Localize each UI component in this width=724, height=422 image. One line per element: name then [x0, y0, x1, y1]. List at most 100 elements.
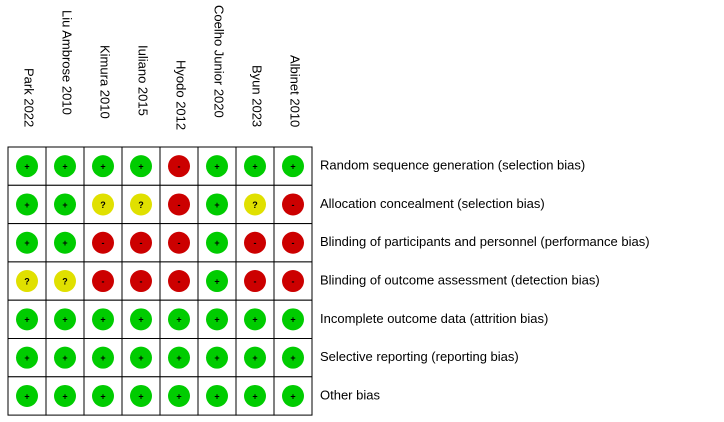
judgment-dot — [282, 231, 304, 254]
judgment-dot — [244, 193, 266, 216]
judgment-symbol: + — [176, 391, 181, 401]
judgment-symbol: ? — [252, 200, 258, 210]
judgment-dot — [282, 346, 304, 369]
judgment-dot — [282, 270, 304, 293]
judgment-dot — [168, 193, 190, 216]
judgment-symbol: + — [100, 391, 105, 401]
judgment-symbol: - — [178, 162, 181, 172]
judgment-dot — [16, 231, 38, 254]
judgment-dot — [92, 270, 114, 293]
study-label: Iuliano 2015 — [136, 45, 151, 116]
judgment-dot — [168, 155, 190, 178]
judgment-symbol: + — [100, 315, 105, 325]
judgment-symbol: + — [214, 315, 219, 325]
judgment-symbol: + — [62, 200, 67, 210]
judgment-dot — [92, 193, 114, 216]
judgment-symbol: + — [214, 238, 219, 248]
judgment-symbol: + — [62, 162, 67, 172]
judgment-symbol: + — [252, 353, 257, 363]
judgment-symbol: - — [254, 238, 257, 248]
judgment-dot — [244, 155, 266, 178]
judgment-dot — [206, 384, 228, 407]
judgment-dot — [282, 193, 304, 216]
cell — [7, 261, 47, 301]
study-label: Park 2022 — [22, 68, 37, 127]
judgment-dot — [92, 155, 114, 178]
judgment-dot — [168, 384, 190, 407]
judgment-symbol: - — [140, 276, 143, 286]
judgment-symbol: + — [290, 391, 295, 401]
study-label: Kimura 2010 — [98, 45, 113, 119]
judgment-symbol: + — [290, 315, 295, 325]
judgment-symbol: + — [138, 315, 143, 325]
judgment-symbol: + — [176, 353, 181, 363]
judgment-symbol: - — [178, 200, 181, 210]
domain-label: Incomplete outcome data (attrition bias) — [320, 311, 548, 326]
judgment-dot — [92, 231, 114, 254]
judgment-dot — [168, 270, 190, 293]
judgment-dot — [282, 308, 304, 331]
judgment-dot — [244, 384, 266, 407]
judgment-dot — [130, 193, 152, 216]
study-label: Hyodo 2012 — [174, 60, 189, 130]
judgment-symbol: + — [214, 391, 219, 401]
judgment-dot — [206, 193, 228, 216]
judgment-symbol: + — [138, 391, 143, 401]
judgment-dot — [54, 346, 76, 369]
judgment-dot — [282, 384, 304, 407]
judgment-dot — [130, 308, 152, 331]
judgment-dot — [16, 308, 38, 331]
judgment-dot — [54, 308, 76, 331]
judgment-symbol: ? — [62, 276, 68, 286]
judgment-dot — [54, 155, 76, 178]
study-label: Coelho Junior 2020 — [212, 5, 227, 118]
judgment-symbol: + — [24, 315, 29, 325]
judgment-symbol: + — [24, 391, 29, 401]
judgment-symbol: - — [178, 238, 181, 248]
judgment-symbol: - — [292, 238, 295, 248]
judgment-symbol: + — [214, 353, 219, 363]
judgment-symbol: + — [138, 162, 143, 172]
judgment-symbol: + — [252, 391, 257, 401]
judgment-dot — [54, 270, 76, 293]
judgment-symbol: - — [292, 276, 295, 286]
judgment-dot — [206, 346, 228, 369]
judgment-symbol: + — [62, 315, 67, 325]
judgment-symbol: + — [252, 315, 257, 325]
judgment-dot — [54, 384, 76, 407]
domain-label: Selective reporting (reporting bias) — [320, 349, 519, 364]
judgment-dot — [16, 346, 38, 369]
judgment-symbol: ? — [24, 276, 30, 286]
judgment-dot — [54, 193, 76, 216]
judgment-dot — [206, 231, 228, 254]
judgment-symbol: + — [290, 353, 295, 363]
judgment-dot — [244, 346, 266, 369]
domain-label: Other bias — [320, 387, 380, 402]
judgment-symbol: + — [176, 315, 181, 325]
judgment-symbol: + — [214, 276, 219, 286]
judgment-symbol: + — [214, 162, 219, 172]
judgment-symbol: + — [24, 238, 29, 248]
judgment-symbol: + — [214, 200, 219, 210]
judgment-dot — [244, 270, 266, 293]
domain-label: Blinding of outcome assessment (detectio… — [320, 272, 600, 287]
study-label: Byun 2023 — [250, 65, 265, 127]
judgment-symbol: - — [292, 200, 295, 210]
domain-label: Allocation concealment (selection bias) — [320, 196, 545, 211]
judgment-dot — [282, 155, 304, 178]
judgment-symbol: ? — [100, 200, 106, 210]
judgment-dot — [54, 231, 76, 254]
judgment-dot — [244, 308, 266, 331]
domain-label: Blinding of participants and personnel (… — [320, 234, 650, 249]
judgment-dot — [92, 346, 114, 369]
judgment-symbol: + — [62, 353, 67, 363]
judgment-symbol: - — [102, 238, 105, 248]
judgment-dot — [92, 308, 114, 331]
study-label: Albinet 2010 — [288, 55, 303, 127]
judgment-symbol: - — [254, 276, 257, 286]
judgment-symbol: + — [62, 238, 67, 248]
judgment-dot — [168, 346, 190, 369]
judgment-symbol: - — [102, 276, 105, 286]
judgment-dot — [16, 270, 38, 293]
